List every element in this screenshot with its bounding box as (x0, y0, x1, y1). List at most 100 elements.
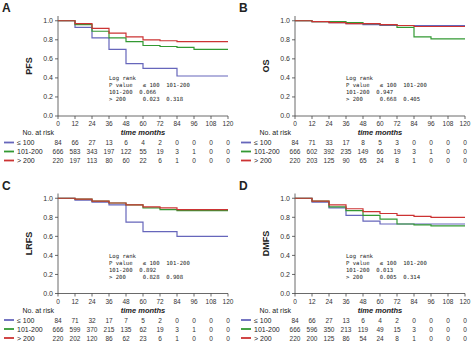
at-risk-count: 0 (429, 335, 433, 342)
at-risk-count: 3 (175, 148, 179, 155)
at-risk-count: 5 (141, 317, 145, 324)
x-tick-label: 96 (190, 298, 198, 305)
at-risk-count: 3 (175, 326, 179, 333)
x-tick (194, 294, 195, 297)
y-tick-label: 0.4 (43, 252, 53, 259)
at-risk-count: 5 (378, 139, 382, 146)
x-tick (228, 116, 229, 119)
legend-swatch (241, 160, 251, 162)
x-tick-label: 96 (427, 298, 435, 305)
y-tick-label: 1.0 (43, 17, 53, 24)
at-risk-count: 84 (291, 139, 299, 146)
y-tick-label: 0.6 (280, 55, 290, 62)
survival-curve (295, 198, 465, 217)
at-risk-count: 0 (429, 317, 433, 324)
x-tick-label: 0 (293, 298, 297, 305)
x-tick-label: 120 (223, 298, 234, 305)
panel: BOS0.00.20.40.60.81.00122436486072849610… (239, 1, 471, 164)
x-tick (448, 294, 449, 297)
survival-curve (58, 21, 228, 76)
at-risk-count: 80 (105, 157, 113, 164)
y-tick-label: 1.0 (43, 195, 53, 202)
at-risk-count: 666 (290, 148, 301, 155)
at-risk-count: 15 (393, 326, 401, 333)
legend-label: 101-200 (254, 148, 280, 155)
x-tick (194, 116, 195, 119)
at-risk-count: 203 (307, 157, 318, 164)
at-risk-count: 65 (359, 157, 367, 164)
at-risk-count: 8 (361, 139, 365, 146)
y-tick (292, 58, 295, 59)
legend-swatch (241, 337, 251, 339)
x-tick-label: 48 (359, 120, 367, 127)
at-risk-count: 0 (192, 139, 196, 146)
y-tick (55, 20, 58, 21)
x-tick-label: 48 (122, 298, 130, 305)
x-axis-label: time months (358, 306, 403, 315)
x-tick (431, 294, 432, 297)
x-tick (397, 294, 398, 297)
at-risk-count: 60 (122, 157, 130, 164)
at-risk-count: 4 (378, 317, 382, 324)
at-risk-count: 0 (209, 139, 213, 146)
y-tick (292, 96, 295, 97)
at-risk-count: 66 (376, 148, 384, 155)
annotation: Log rankP value ≤ 100 101-200101-200 0.9… (346, 75, 427, 102)
at-risk-count: 1 (192, 326, 196, 333)
x-tick (363, 294, 364, 297)
legend-label: 101-200 (254, 326, 280, 333)
y-tick-label: 0.4 (280, 74, 290, 81)
y-axis-label: DMFS (261, 231, 271, 257)
at-risk-count: 1 (429, 148, 433, 155)
at-risk-count: 602 (307, 148, 318, 155)
y-tick-label: 0.0 (280, 112, 290, 119)
at-risk-count: 0 (226, 157, 230, 164)
at-risk-count: 122 (121, 148, 132, 155)
y-tick (55, 58, 58, 59)
at-risk-count: 220 (53, 157, 64, 164)
annotation: Log rankP value ≤ 100 101-200101-200 0.8… (109, 253, 190, 280)
survival-curve (295, 21, 465, 26)
at-risk-count: 583 (70, 148, 81, 155)
x-tick (211, 294, 212, 297)
at-risk-count: 7 (124, 317, 128, 324)
x-tick-label: 108 (443, 298, 454, 305)
x-tick-label: 120 (223, 120, 234, 127)
at-risk-count: 220 (290, 157, 301, 164)
y-tick (292, 293, 295, 294)
x-tick (228, 294, 229, 297)
at-risk-count: 202 (70, 335, 81, 342)
legend-swatch (4, 160, 14, 162)
at-risk-count: 33 (325, 139, 333, 146)
x-tick (397, 116, 398, 119)
survival-curve (58, 198, 228, 236)
y-tick (55, 274, 58, 275)
at-risk-count: 0 (209, 335, 213, 342)
x-tick (177, 116, 178, 119)
legend-label: 101-200 (17, 148, 43, 155)
at-risk-count: 32 (88, 317, 96, 324)
x-tick (346, 294, 347, 297)
y-axis-line (295, 16, 296, 116)
survival-curve (58, 198, 228, 210)
x-tick (75, 294, 76, 297)
x-tick-label: 24 (325, 298, 333, 305)
x-tick (295, 294, 296, 297)
y-axis-line (295, 194, 296, 294)
legend-label: > 200 (254, 157, 272, 164)
at-risk-count: 0 (446, 157, 450, 164)
y-tick (292, 77, 295, 78)
y-tick (55, 236, 58, 237)
at-risk-count: 6 (158, 335, 162, 342)
survival-curve (58, 198, 228, 209)
at-risk-count: 213 (341, 326, 352, 333)
at-risk-count: 13 (342, 317, 350, 324)
at-risk-count: 55 (139, 148, 147, 155)
at-risk-count: 86 (342, 335, 350, 342)
y-tick (292, 236, 295, 237)
at-risk-count: 0 (226, 148, 230, 155)
at-risk-count: 343 (87, 148, 98, 155)
plot-area (58, 198, 228, 236)
x-tick (295, 116, 296, 119)
at-risk-count: 0 (463, 148, 467, 155)
